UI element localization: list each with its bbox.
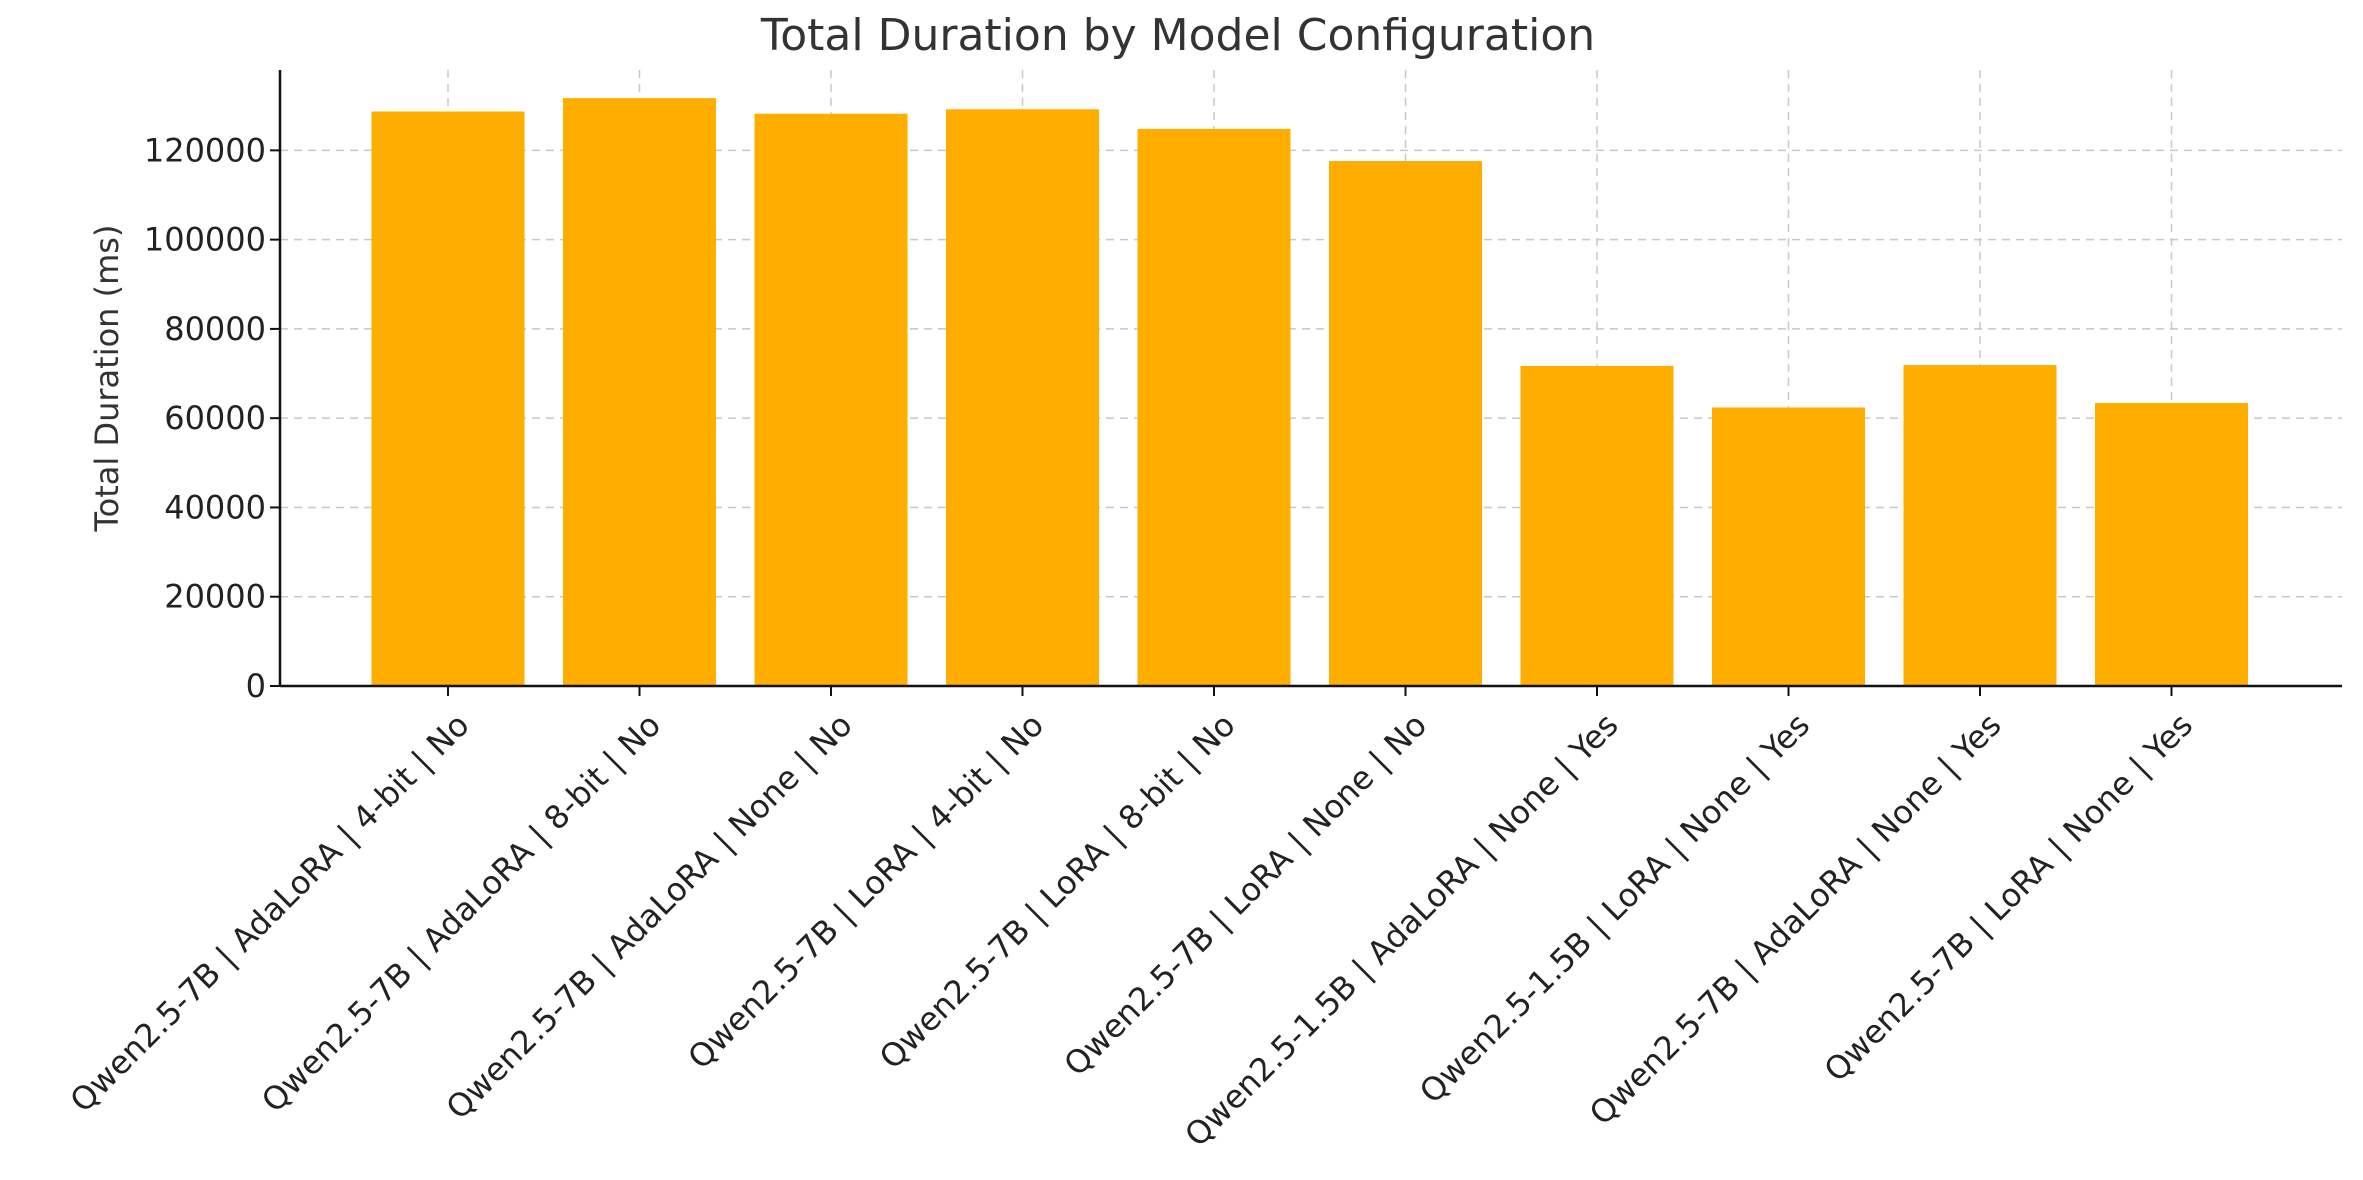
y-tick-label-4: 80000 [164, 310, 266, 348]
bar-7 [1712, 407, 1865, 686]
bar-3 [946, 109, 1099, 687]
y-tick-label-2: 40000 [164, 488, 266, 526]
y-tick-label-6: 120000 [144, 131, 266, 169]
y-tick-label-0: 0 [246, 667, 266, 705]
x-tick-label-3: Qwen2.5-7B | LoRA | 4-bit | No [680, 706, 1051, 1077]
bar-8 [1903, 365, 2057, 686]
y-axis-label: Total Duration (ms) [88, 225, 126, 533]
x-tick-label-4: Qwen2.5-7B | LoRA | 8-bit | No [872, 706, 1243, 1077]
y-tick-label-3: 60000 [164, 399, 266, 437]
axes [278, 70, 2342, 688]
x-tick-label-0: Qwen2.5-7B | AdaLoRA | 4-bit | No [63, 706, 477, 1120]
y-tick-label-1: 20000 [164, 578, 266, 616]
x-tick-label-1: Qwen2.5-7B | AdaLoRA | 8-bit | No [254, 706, 668, 1120]
x-ticks: Qwen2.5-7B | AdaLoRA | 4-bit | NoQwen2.5… [63, 686, 2200, 1154]
bars [371, 98, 2248, 687]
bar-2 [754, 113, 908, 686]
x-tick-label-8: Qwen2.5-7B | AdaLoRA | None | Yes [1582, 706, 2009, 1133]
bar-0 [371, 111, 525, 686]
y-ticks: 0 20000 40000 60000 80000 100000 120000 [144, 131, 280, 705]
x-tick-label-6: Qwen2.5-1.5B | AdaLoRA | None | Yes [1177, 706, 1625, 1154]
x-tick-label-7: Qwen2.5-1.5B | LoRA | None | Yes [1412, 706, 1817, 1111]
y-tick-label-5: 100000 [144, 221, 266, 259]
chart-title: Total Duration by Model Configuration [760, 10, 1595, 61]
bar-5 [1329, 161, 1482, 687]
x-tick-label-5: Qwen2.5-7B | LoRA | None | No [1056, 706, 1434, 1084]
bar-9 [2095, 402, 2248, 686]
bar-1 [563, 98, 716, 686]
x-tick-label-2: Qwen2.5-7B | AdaLoRA | None | No [439, 706, 860, 1127]
bar-4 [1137, 128, 1291, 686]
x-tick-label-9: Qwen2.5-7B | LoRA | None | Yes [1817, 706, 2200, 1089]
bar-6 [1520, 365, 1674, 686]
